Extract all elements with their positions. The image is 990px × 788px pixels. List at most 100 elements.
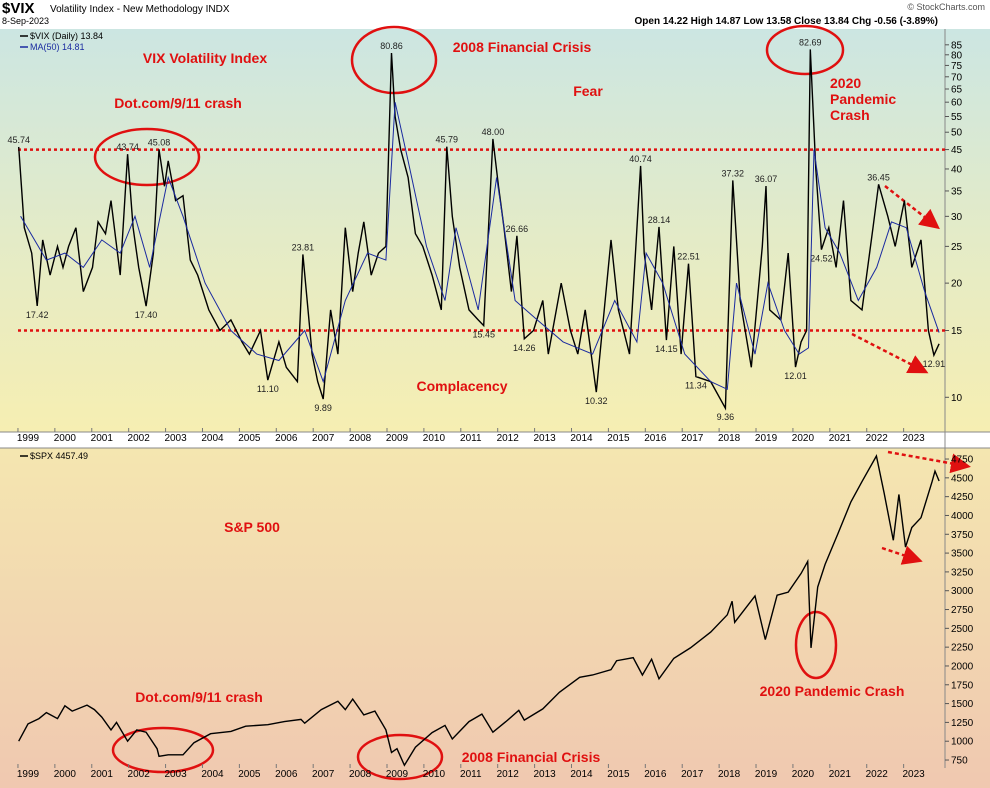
x-tick-label: 2011 [460, 769, 482, 780]
x-tick-label: 2012 [497, 433, 520, 444]
x-tick-label: 2020 [792, 769, 815, 780]
legend-label: $SPX 4457.49 [30, 451, 88, 461]
y-tick-label: 2000 [951, 661, 974, 672]
value-label: 12.91 [923, 359, 946, 369]
legend-label: $VIX (Daily) 13.84 [30, 31, 103, 41]
x-tick-label: 2016 [644, 433, 667, 444]
y-tick-label: 1000 [951, 737, 974, 748]
y-tick-label: 40 [951, 164, 963, 175]
y-tick-label: 25 [951, 242, 963, 253]
header-date: 8-Sep-2023 [2, 16, 49, 26]
value-label: 28.14 [648, 215, 671, 225]
annotation: 2020 Pandemic Crash [760, 683, 905, 699]
trend-arrows [851, 185, 971, 565]
axis-strip [0, 432, 990, 448]
y-tick-label: 750 [951, 756, 968, 767]
x-tick-label: 2013 [533, 433, 556, 444]
annotation: Pandemic [830, 91, 896, 107]
x-tick-label: 2010 [423, 769, 446, 780]
y-tick-label: 50 [951, 128, 963, 139]
y-tick-label: 85 [951, 40, 963, 51]
x-tick-label: 2017 [681, 433, 704, 444]
annotation: Complacency [416, 378, 507, 394]
x-tick-label: 2009 [386, 433, 409, 444]
value-label: 23.81 [292, 242, 315, 252]
x-tick-label: 2000 [54, 433, 77, 444]
value-label: 80.86 [380, 41, 403, 51]
x-tick-label: 2007 [312, 433, 335, 444]
x-tick-label: 2014 [570, 769, 593, 780]
value-label: 15.45 [472, 330, 495, 340]
y-tick-label: 3750 [951, 530, 974, 541]
x-tick-label: 2018 [718, 769, 741, 780]
value-label: 12.01 [784, 371, 807, 381]
x-tick-label: 2023 [903, 769, 926, 780]
value-label: 36.45 [867, 172, 890, 182]
value-label: 22.51 [677, 252, 700, 262]
x-tick-label: 2021 [829, 433, 852, 444]
x-tick-label: 2023 [903, 433, 926, 444]
value-label: 36.07 [755, 174, 778, 184]
x-tick-label: 2002 [128, 433, 151, 444]
y-tick-label: 10 [951, 393, 963, 404]
x-tick-label: 2002 [128, 769, 151, 780]
y-tick-label: 60 [951, 98, 963, 109]
y-tick-label: 4000 [951, 511, 974, 522]
value-label: 45.08 [148, 137, 171, 147]
x-tick-label: 2001 [91, 433, 114, 444]
circle [93, 127, 201, 187]
annotation: Dot.com/9/11 crash [135, 689, 263, 705]
arrow [884, 185, 940, 230]
circle [765, 24, 845, 76]
y-tick-label: 20 [951, 279, 963, 290]
value-label: 37.32 [722, 168, 745, 178]
y-tick-label: 3500 [951, 549, 974, 560]
x-tick-label: 2003 [164, 769, 187, 780]
value-label: 40.74 [629, 154, 652, 164]
x-tick-label: 2021 [829, 769, 852, 780]
x-tick-label: 2016 [644, 769, 667, 780]
x-tick-label: 2009 [386, 769, 409, 780]
series-line [20, 102, 940, 391]
symbol: $VIX [2, 0, 35, 17]
x-tick-label: 2007 [312, 769, 335, 780]
x-tick-label: 2001 [91, 769, 114, 780]
y-tick-label: 3250 [951, 567, 974, 578]
y-tick-label: 30 [951, 212, 963, 223]
x-tick-label: 2020 [792, 433, 815, 444]
x-tick-label: 2006 [275, 769, 298, 780]
x-tick-label: 2012 [497, 769, 520, 780]
x-tick-label: 2017 [681, 769, 704, 780]
value-label: 10.32 [585, 396, 608, 406]
x-tick-label: 2015 [607, 769, 630, 780]
annotation: 2020 [830, 75, 861, 91]
x-tick-label: 2014 [570, 433, 593, 444]
y-tick-label: 3000 [951, 586, 974, 597]
x-tick-label: 2008 [349, 769, 372, 780]
value-label: 17.42 [26, 310, 49, 320]
value-label: 11.34 [685, 381, 707, 391]
circle [794, 610, 838, 680]
credit: © StockCharts.com [907, 2, 985, 12]
value-label: 17.40 [135, 310, 158, 320]
y-tick-label: 80 [951, 50, 963, 61]
value-label: 14.26 [513, 343, 536, 353]
x-tick-label: 2019 [755, 769, 778, 780]
x-tick-label: 2006 [275, 433, 298, 444]
y-tick-label: 75 [951, 61, 963, 72]
x-tick-label: 2005 [238, 769, 261, 780]
series-line [18, 49, 940, 411]
x-tick-label: 2008 [349, 433, 372, 444]
value-label: 45.74 [7, 135, 30, 145]
annotation: Dot.com/9/11 crash [114, 95, 242, 111]
y-tick-label: 4250 [951, 492, 974, 503]
value-label: 48.00 [482, 127, 505, 137]
header-title: Volatility Index - New Methodology INDX [50, 4, 230, 15]
x-tick-label: 2022 [866, 769, 889, 780]
x-tick-label: 2022 [866, 433, 889, 444]
y-tick-label: 65 [951, 84, 963, 95]
value-label: 11.10 [257, 384, 279, 394]
x-tick-label: 2015 [607, 433, 630, 444]
annotation: Fear [573, 83, 603, 99]
